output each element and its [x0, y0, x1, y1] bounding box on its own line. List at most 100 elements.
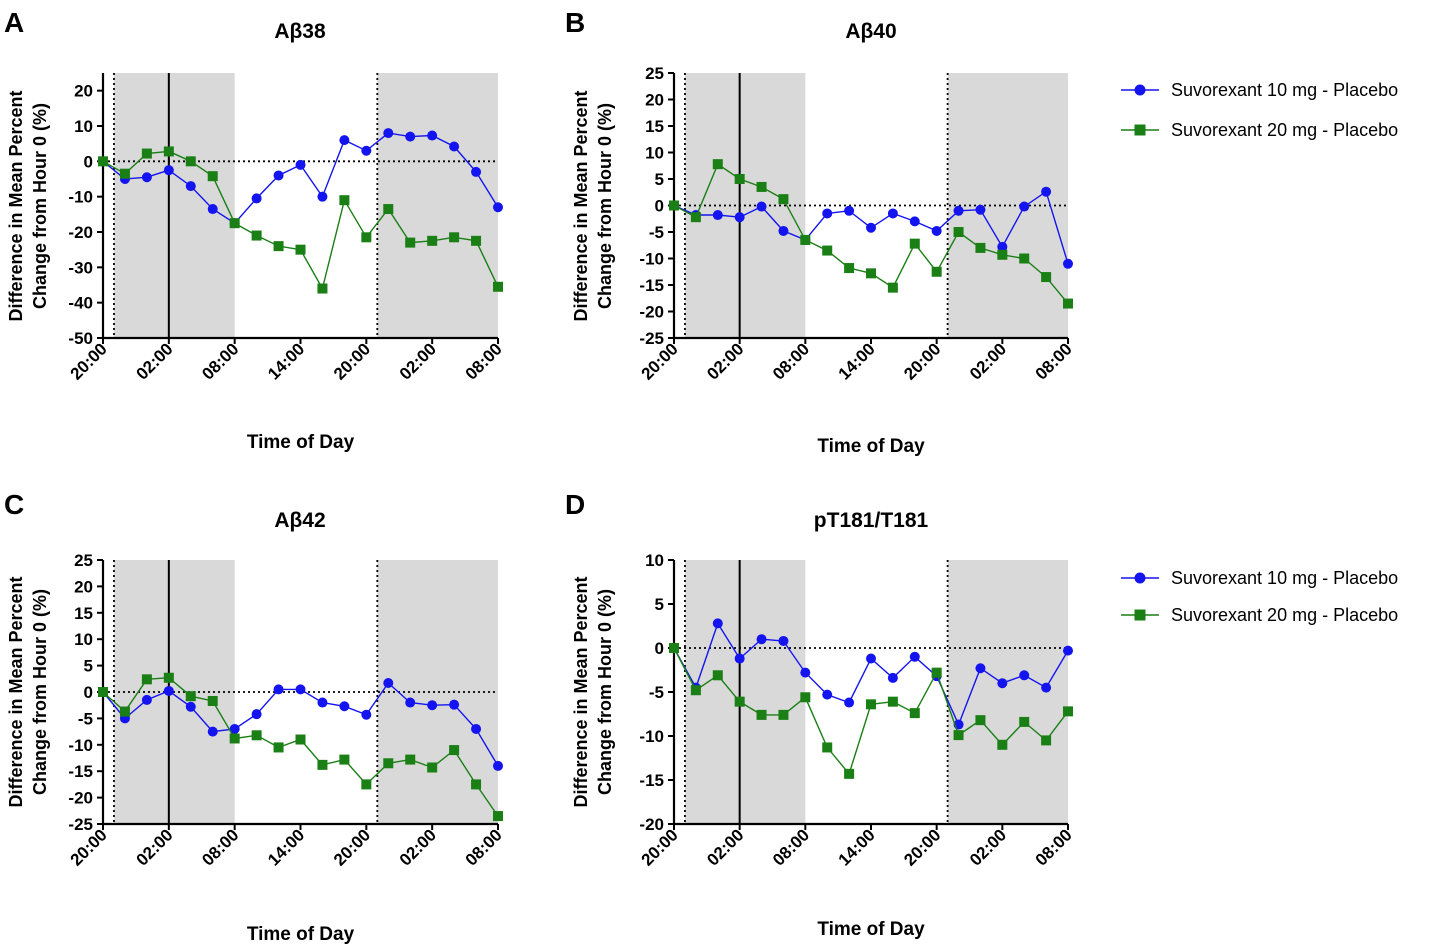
- y-tick-label: 25: [74, 551, 93, 570]
- x-axis-label: Time of Day: [817, 919, 925, 940]
- y-tick-label: -20: [68, 223, 93, 242]
- data-point: [866, 222, 876, 233]
- y-tick-label: -25: [68, 815, 93, 834]
- data-point: [778, 709, 789, 720]
- data-point: [163, 146, 174, 157]
- data-point: [756, 181, 767, 192]
- data-point: [251, 709, 262, 720]
- y-axis-label-line1: Difference in Mean Percent: [6, 90, 26, 321]
- data-point: [383, 204, 394, 215]
- data-point: [975, 715, 986, 726]
- x-tick-label: 20:00: [330, 825, 374, 869]
- data-point: [229, 723, 240, 734]
- data-point: [866, 268, 876, 279]
- data-point: [449, 232, 460, 243]
- data-point: [405, 131, 416, 142]
- y-tick-label: -10: [639, 250, 664, 269]
- panel-letter: B: [565, 7, 585, 38]
- shaded-region: [377, 73, 498, 338]
- data-point: [909, 708, 920, 719]
- data-point: [339, 135, 350, 146]
- data-point: [844, 205, 855, 216]
- panel-letter: C: [4, 489, 24, 520]
- data-point: [909, 216, 920, 227]
- y-tick-label: -10: [639, 727, 664, 746]
- x-tick-label: 14:00: [835, 339, 879, 383]
- data-point: [669, 643, 679, 653]
- x-tick-label: 02:00: [396, 825, 440, 869]
- legend-marker: [1134, 572, 1146, 584]
- data-point: [909, 238, 920, 249]
- data-point: [273, 684, 284, 695]
- data-point: [887, 696, 898, 707]
- x-axis-label: Time of Day: [817, 436, 925, 457]
- data-point: [800, 667, 811, 678]
- data-point: [712, 159, 723, 170]
- data-point: [866, 699, 876, 710]
- data-point: [931, 225, 942, 236]
- data-point: [887, 208, 898, 219]
- data-point: [207, 695, 218, 706]
- x-tick-label: 02:00: [966, 339, 1010, 383]
- y-tick-label: -10: [68, 736, 93, 755]
- data-point: [1041, 682, 1052, 693]
- data-point: [822, 245, 833, 256]
- x-tick-label: 14:00: [835, 825, 879, 869]
- data-point: [493, 281, 503, 292]
- y-tick-label: 10: [74, 117, 93, 136]
- x-tick-label: 14:00: [264, 825, 308, 869]
- data-point: [931, 667, 942, 678]
- y-tick-label: -50: [68, 329, 93, 348]
- data-point: [822, 689, 833, 700]
- data-point: [141, 694, 152, 705]
- data-point: [295, 244, 306, 255]
- data-point: [1041, 735, 1052, 746]
- data-point: [427, 762, 438, 773]
- series-10mg: [98, 678, 503, 771]
- x-tick-label: 14:00: [264, 339, 308, 383]
- data-point: [207, 204, 218, 215]
- data-point: [844, 697, 855, 708]
- y-tick-label: -5: [649, 683, 664, 702]
- data-point: [493, 202, 503, 213]
- data-point: [909, 651, 920, 662]
- y-axis-label-line1: Difference in Mean Percent: [6, 576, 26, 807]
- data-point: [317, 283, 328, 294]
- x-tick-label: 08:00: [462, 825, 506, 869]
- x-axis-label: Time of Day: [247, 924, 355, 945]
- data-point: [1041, 186, 1052, 197]
- data-point: [1041, 272, 1052, 283]
- y-tick-label: 5: [655, 595, 664, 614]
- data-point: [405, 237, 416, 248]
- data-point: [98, 687, 108, 697]
- data-point: [866, 653, 876, 664]
- data-point: [997, 249, 1008, 260]
- panel-b: 25 20 15 10 5 0 -5 -10 -15 -20 -25 20:00 02:00 08:00 1…: [565, 7, 1076, 457]
- data-point: [141, 148, 152, 159]
- data-point: [712, 670, 723, 681]
- data-point: [383, 128, 394, 139]
- data-point: [427, 130, 438, 141]
- data-point: [800, 234, 811, 245]
- data-point: [493, 811, 503, 822]
- series-20mg: [98, 146, 503, 294]
- y-tick-label: -25: [639, 329, 664, 348]
- data-point: [273, 742, 284, 753]
- data-point: [229, 218, 240, 229]
- data-point: [141, 674, 152, 685]
- y-tick-label: -20: [639, 303, 664, 322]
- data-point: [1019, 670, 1030, 681]
- x-tick-label: 02:00: [966, 825, 1010, 869]
- data-point: [317, 697, 328, 708]
- y-tick-label: 10: [74, 630, 93, 649]
- data-point: [207, 726, 218, 737]
- x-tick-label: 20:00: [900, 339, 944, 383]
- data-point: [1063, 258, 1073, 269]
- y-tick-label: 0: [84, 152, 93, 171]
- data-point: [339, 754, 350, 765]
- data-point: [756, 201, 767, 212]
- data-point: [471, 779, 482, 790]
- data-point: [822, 208, 833, 219]
- data-point: [119, 706, 130, 717]
- y-axis-label-line2: Change from Hour 0 (%): [30, 589, 50, 795]
